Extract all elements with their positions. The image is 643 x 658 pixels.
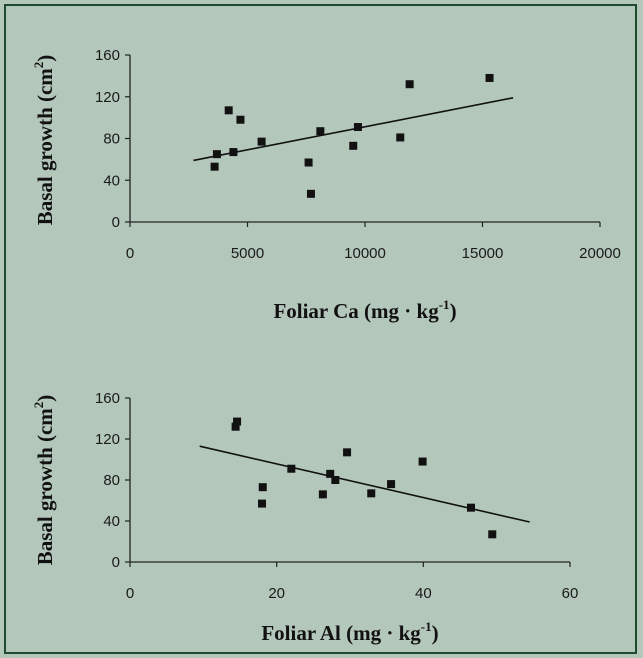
y-tick-label: 120	[95, 431, 120, 448]
data-point	[287, 464, 296, 473]
data-point	[418, 457, 427, 466]
data-point	[387, 480, 396, 489]
data-point	[229, 148, 238, 157]
data-point	[231, 422, 240, 431]
data-point	[258, 483, 267, 492]
data-point	[326, 469, 335, 478]
data-point	[467, 503, 475, 512]
data-point	[331, 476, 340, 484]
data-point	[343, 448, 352, 457]
x-tick-label: 20	[268, 585, 285, 602]
x-axis-title: Foliar Ca (mg · kg-1)	[273, 297, 456, 323]
data-point	[488, 530, 497, 539]
x-tick-label: 5000	[231, 245, 264, 262]
data-point	[304, 158, 313, 167]
data-point	[396, 133, 405, 142]
data-point	[485, 73, 494, 82]
chart-panel-2: 0 40 80 120 160 0 20 40 60 Foliar Al (mg · kg-1) B…	[31, 390, 578, 645]
x-tick-label: 60	[562, 585, 579, 602]
y-tick-label: 80	[103, 472, 120, 489]
data-point	[306, 189, 315, 198]
x-tick-label: 20000	[579, 245, 621, 262]
data-point	[353, 123, 362, 132]
data-point	[233, 417, 242, 426]
data-point	[316, 127, 325, 136]
y-axis-title: Basal growth (cm2)	[31, 55, 57, 226]
data-point	[367, 489, 376, 498]
y-axis-title: Basal growth (cm2)	[31, 395, 57, 566]
trendline	[199, 445, 530, 523]
y-tick-label: 160	[95, 47, 120, 64]
x-tick-label: 0	[126, 245, 134, 262]
figure-frame	[4, 4, 637, 654]
y-tick-label: 40	[103, 513, 120, 530]
trendline	[193, 97, 514, 162]
y-tick-label: 160	[95, 390, 120, 407]
data-point	[236, 115, 245, 124]
data-point	[212, 150, 221, 159]
y-tick-label: 40	[103, 172, 120, 189]
y-tick-label: 80	[103, 131, 120, 148]
y-tick-label: 120	[95, 89, 120, 106]
data-point	[258, 499, 266, 508]
data-point	[349, 141, 358, 150]
x-tick-label: 40	[415, 585, 432, 602]
x-tick-label: 10000	[344, 245, 386, 262]
x-tick-label: 15000	[462, 245, 504, 262]
data-point	[318, 490, 327, 499]
y-tick-label: 0	[112, 214, 120, 231]
data-point	[405, 80, 414, 89]
data-point	[257, 137, 266, 146]
y-tick-label: 0	[112, 554, 120, 571]
x-tick-label: 0	[126, 585, 134, 602]
x-axis-title: Foliar Al (mg · kg-1)	[261, 619, 438, 645]
data-point	[224, 106, 233, 115]
chart-panel-1: 0 40 80 120 160 0 5000 10000 15000 20000 Foliar Ca…	[31, 47, 621, 323]
data-point	[210, 162, 219, 171]
